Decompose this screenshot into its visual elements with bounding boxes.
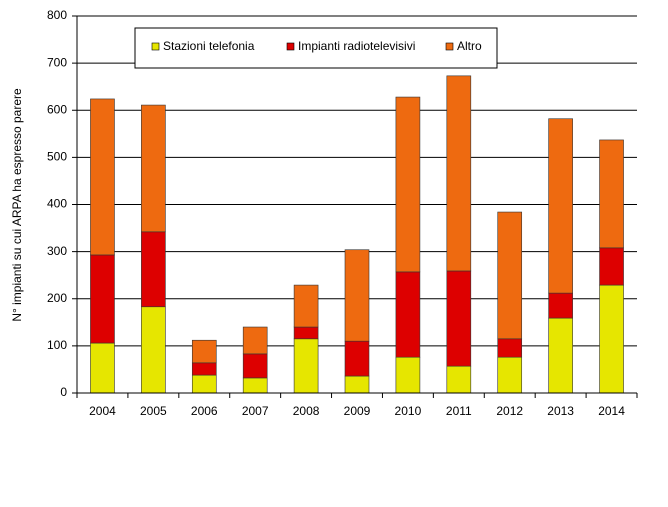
- bar-segment: [90, 98, 115, 256]
- legend-swatch: [151, 42, 160, 51]
- x-tick-label: 2006: [191, 404, 218, 418]
- y-tick-label: 300: [47, 244, 67, 258]
- bar-segment: [141, 306, 166, 394]
- bar-segment: [344, 340, 370, 377]
- y-tick-label: 700: [47, 55, 67, 69]
- bar-segment: [446, 365, 472, 394]
- bar-segment: [191, 362, 217, 376]
- bar-segment: [548, 118, 573, 294]
- bar-segment: [599, 284, 624, 394]
- legend-label: Stazioni telefonia: [163, 39, 255, 53]
- bar-segment: [242, 377, 268, 394]
- bar-segment: [242, 353, 268, 379]
- bar-segment: [293, 284, 319, 328]
- x-tick-label: 2014: [598, 404, 625, 418]
- bar-segment: [395, 271, 421, 358]
- bar-segment: [395, 96, 421, 273]
- bar-segment: [90, 254, 115, 344]
- bar-segment: [497, 338, 523, 358]
- bar-segment: [141, 104, 166, 233]
- bar-segment: [446, 75, 472, 272]
- bar-segment: [395, 356, 421, 394]
- legend-label: Impianti radiotelevisivi: [298, 39, 415, 53]
- bar-segment: [599, 139, 624, 249]
- bar-segment: [497, 356, 523, 394]
- legend-swatch: [286, 42, 295, 51]
- bar-segment: [141, 231, 166, 308]
- x-tick-label: 2013: [547, 404, 574, 418]
- y-tick-label: 600: [47, 102, 67, 116]
- bar-segment: [344, 249, 370, 342]
- bar-segment: [191, 374, 217, 394]
- y-tick-label: 200: [47, 291, 67, 305]
- bar-segment: [599, 247, 624, 286]
- y-tick-label: 0: [60, 385, 67, 399]
- y-tick-label: 400: [47, 197, 67, 211]
- x-tick-label: 2004: [89, 404, 116, 418]
- bar-segment: [90, 342, 115, 394]
- x-tick-label: 2005: [140, 404, 167, 418]
- bar-segment: [548, 292, 573, 319]
- x-tick-label: 2012: [496, 404, 523, 418]
- legend-swatch: [445, 42, 454, 51]
- x-tick-label: 2007: [242, 404, 269, 418]
- y-axis-title: N° impianti su cui ARPA ha espresso pare…: [10, 88, 24, 322]
- x-tick-label: 2009: [344, 404, 371, 418]
- bar-segment: [191, 339, 217, 364]
- legend-label: Altro: [457, 39, 482, 53]
- x-tick-label: 2010: [395, 404, 422, 418]
- bar-segment: [446, 270, 472, 367]
- legend-box: [134, 27, 498, 69]
- bar-segment: [293, 338, 319, 394]
- y-tick-label: 500: [47, 150, 67, 164]
- bar-segment: [344, 375, 370, 394]
- bar-segment: [242, 326, 268, 355]
- x-tick-label: 2011: [446, 404, 472, 418]
- y-tick-label: 100: [47, 338, 67, 352]
- bar-segment: [548, 317, 573, 394]
- bar-segment: [293, 326, 319, 340]
- x-tick-label: 2008: [293, 404, 320, 418]
- y-tick-label: 800: [47, 8, 67, 22]
- bar-segment: [497, 211, 523, 340]
